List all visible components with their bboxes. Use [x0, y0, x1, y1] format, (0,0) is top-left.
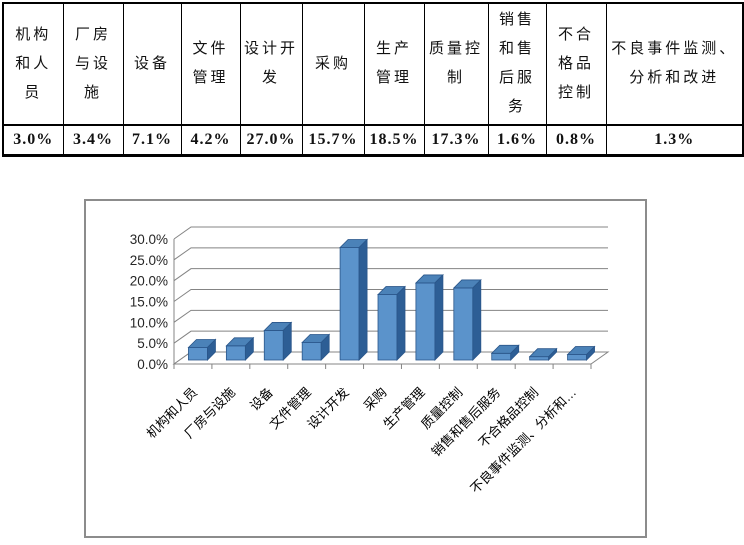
- y-tick-label: 30.0%: [130, 232, 168, 247]
- bar: [566, 345, 596, 361]
- table-value-cell: 27.0%: [239, 124, 303, 157]
- table-header-cell: 不合格品控制: [545, 2, 607, 126]
- table-header-cell: 销售和售后服务: [487, 2, 547, 126]
- y-tick-label: 10.0%: [130, 315, 168, 330]
- gridlines: [173, 226, 608, 365]
- bar: [452, 278, 482, 361]
- table-header-cell: 文件管理: [180, 2, 241, 126]
- table-header-cell: 生产管理: [363, 2, 425, 126]
- table-header-cell: 不良事件监测、分析和改进: [605, 2, 744, 126]
- table-value-cell: 15.7%: [301, 124, 365, 157]
- table-value-cell: 4.2%: [180, 124, 241, 157]
- bar: [263, 321, 293, 361]
- x-category-label: 设计开发: [304, 385, 351, 432]
- category-percentage-table: 机构和人员 厂房与设施 设备 文件管理 设计开发 采购 生产管理 质量控制 销售…: [2, 2, 744, 157]
- table-header-row: 机构和人员 厂房与设施 设备 文件管理 设计开发 采购 生产管理 质量控制 销售…: [2, 2, 744, 126]
- bar-chart: 0.0% 5.0% 10.0% 15.0% 20.0% 25.0% 30.0% 机构和人员厂房…: [130, 226, 610, 497]
- y-tick-label: 20.0%: [130, 274, 168, 289]
- table-header-cell: 厂房与设施: [62, 2, 124, 126]
- table-value-cell: 17.3%: [423, 124, 489, 157]
- table-value-cell: 3.4%: [62, 124, 124, 157]
- bar: [301, 333, 331, 361]
- chart-area: 0.0% 5.0% 10.0% 15.0% 20.0% 25.0% 30.0% 机构和人员 厂房…: [84, 199, 647, 538]
- y-tick-label: 5.0%: [137, 336, 168, 351]
- table-header-cell: 机构和人员: [2, 2, 64, 126]
- table-value-row: 3.0% 3.4% 7.1% 4.2% 27.0% 15.7% 18.5% 17…: [2, 124, 744, 157]
- x-axis: [173, 363, 592, 369]
- table-header-cell: 质量控制: [423, 2, 489, 126]
- table-value-cell: 7.1%: [122, 124, 182, 157]
- x-category-label: 采购: [361, 385, 390, 414]
- bar: [414, 273, 444, 361]
- y-axis-labels: 0.0% 5.0% 10.0% 15.0% 20.0% 25.0% 30.0%: [130, 232, 168, 372]
- table-value-cell: 3.0%: [2, 124, 64, 157]
- table-value-cell: 18.5%: [363, 124, 425, 157]
- bar: [490, 344, 520, 361]
- bar: [377, 285, 406, 361]
- bars: [187, 238, 596, 361]
- bar: [187, 338, 217, 361]
- table-value-cell: 1.3%: [605, 124, 744, 157]
- table-header-cell: 采购: [301, 2, 365, 126]
- bar: [225, 336, 255, 361]
- table-header-cell: 设备: [122, 2, 182, 126]
- table-value-cell: 1.6%: [487, 124, 547, 157]
- x-category-label: 设备: [247, 385, 276, 414]
- table-value-cell: 0.8%: [545, 124, 607, 157]
- y-tick-label: 0.0%: [137, 357, 168, 372]
- y-tick-label: 15.0%: [130, 295, 168, 310]
- table-header-cell: 设计开发: [239, 2, 303, 126]
- bar: [528, 347, 558, 361]
- y-tick-label: 25.0%: [130, 253, 168, 268]
- bar: [339, 238, 369, 361]
